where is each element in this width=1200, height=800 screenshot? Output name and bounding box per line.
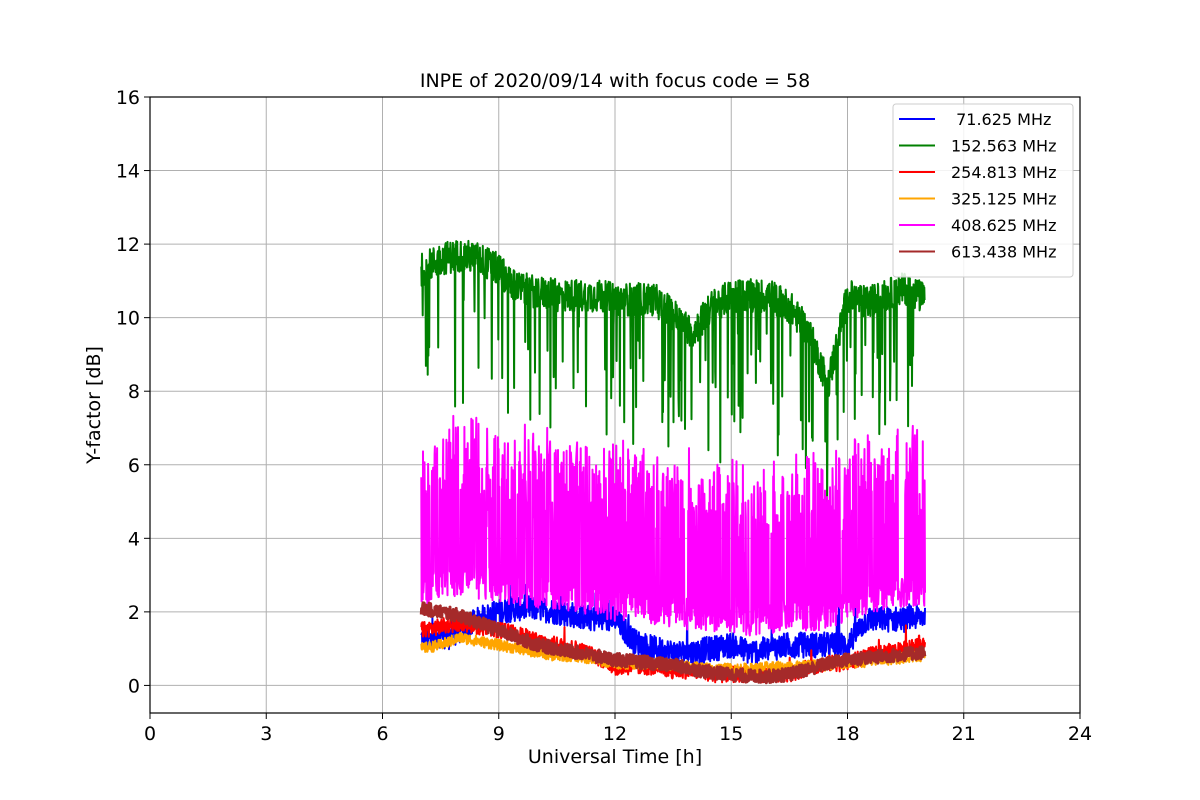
legend-label: 152.563 MHz bbox=[951, 137, 1056, 156]
series-line-1 bbox=[420, 578, 926, 666]
x-tick-label: 3 bbox=[260, 723, 272, 745]
y-tick-label: 6 bbox=[128, 455, 140, 477]
x-tick-label: 6 bbox=[376, 723, 388, 745]
y-axis-label: Y-factor [dB] bbox=[83, 346, 105, 465]
series-group bbox=[419, 239, 927, 685]
x-tick-label: 21 bbox=[952, 723, 976, 745]
series-line-5 bbox=[420, 414, 926, 637]
series-line-6 bbox=[419, 601, 927, 685]
y-tick-label: 0 bbox=[128, 675, 140, 697]
y-tick-label: 16 bbox=[116, 87, 140, 109]
legend-label: 408.625 MHz bbox=[951, 216, 1056, 235]
x-axis-label: Universal Time [h] bbox=[528, 746, 702, 768]
legend-label: 325.125 MHz bbox=[951, 190, 1056, 209]
legend-box bbox=[892, 103, 1074, 278]
y-tick-label: 2 bbox=[128, 602, 140, 624]
series-line-2 bbox=[420, 239, 926, 511]
x-tick-label: 9 bbox=[493, 723, 505, 745]
y-tick-label: 4 bbox=[128, 528, 140, 550]
legend-label: 613.438 MHz bbox=[951, 243, 1056, 262]
legend-label: 71.625 MHz bbox=[951, 110, 1051, 129]
legend: 71.625 MHz 152.563 MHz 254.813 MHz 325.125 … bbox=[892, 103, 1074, 278]
x-tick-label: 0 bbox=[144, 723, 156, 745]
x-tick-label: 15 bbox=[719, 723, 743, 745]
x-tick-label: 18 bbox=[835, 723, 859, 745]
x-tick-label: 24 bbox=[1068, 723, 1092, 745]
y-tick-label: 8 bbox=[128, 381, 140, 403]
y-tick-label: 14 bbox=[116, 161, 140, 183]
legend-label: 254.813 MHz bbox=[951, 163, 1056, 182]
y-tick-label: 10 bbox=[116, 308, 140, 330]
chart-title: INPE of 2020/09/14 with focus code = 58 bbox=[420, 70, 810, 92]
x-tick-label: 12 bbox=[603, 723, 627, 745]
y-tick-label: 12 bbox=[116, 234, 140, 256]
